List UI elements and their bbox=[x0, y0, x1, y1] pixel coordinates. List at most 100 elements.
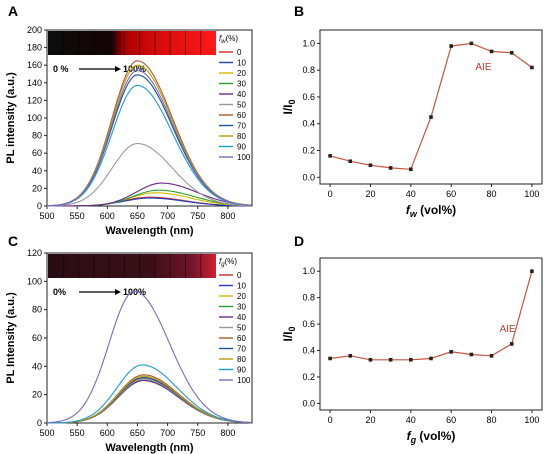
ratio-point bbox=[489, 354, 494, 358]
legend-label: 100 bbox=[237, 153, 251, 162]
panel-d: D 0 20 40 60 80 100 0.0 0.2 0.4 0.6 0.8 1.0 AIE fg (vo… bbox=[281, 233, 543, 445]
panel-letter: A bbox=[8, 3, 18, 19]
x-tick-label: 700 bbox=[160, 428, 175, 438]
y-tick-label: 20 bbox=[32, 390, 42, 400]
x-axis-label-unit: (vol%) bbox=[416, 429, 455, 443]
x-tick-label: 800 bbox=[220, 428, 235, 438]
y-axis-label: PL Intensity (a.u.) bbox=[5, 292, 17, 384]
legend-label: 0 bbox=[237, 271, 242, 280]
y-tick-label: 0 bbox=[37, 201, 42, 211]
legend-label: 10 bbox=[237, 282, 246, 291]
legend-title-var: f bbox=[219, 257, 222, 266]
y-tick-label: 120 bbox=[27, 248, 42, 258]
y-tick-label: 180 bbox=[27, 43, 42, 53]
x-tick-label: 20 bbox=[365, 415, 375, 425]
y-tick-label: 0.0 bbox=[302, 172, 315, 182]
spectrum-line-90 bbox=[46, 84, 252, 207]
legend-label: 90 bbox=[237, 143, 246, 152]
y-tick-label: 60 bbox=[32, 148, 42, 158]
x-tick-label: 600 bbox=[100, 211, 115, 221]
spectrum-line-100 bbox=[46, 69, 252, 207]
y-tick-label: 40 bbox=[32, 166, 42, 176]
legend-title-sub: w bbox=[221, 39, 226, 45]
x-tick-label: 550 bbox=[70, 211, 85, 221]
legend-label: 40 bbox=[237, 90, 246, 99]
panel-letter: C bbox=[8, 233, 18, 249]
y-tick-label: 140 bbox=[27, 78, 42, 88]
x-tick-label: 800 bbox=[220, 211, 235, 221]
spectrum-line-80 bbox=[47, 375, 252, 424]
x-tick-label: 100 bbox=[524, 415, 539, 425]
aie-annotation: AIE bbox=[500, 324, 516, 335]
x-tick-label: 750 bbox=[190, 428, 205, 438]
x-tick-label: 60 bbox=[446, 415, 456, 425]
y-axis-label-var: I/I bbox=[281, 332, 295, 342]
y-axis-label-var: I/I bbox=[281, 105, 295, 115]
ratio-point bbox=[449, 350, 453, 354]
x-tick-label: 0 bbox=[328, 415, 333, 425]
legend-title-unit: (%) bbox=[226, 34, 239, 43]
ratio-line bbox=[329, 42, 533, 170]
panel-letter: B bbox=[294, 3, 304, 19]
ratio-point bbox=[449, 44, 453, 48]
inset-arrow-head bbox=[115, 66, 121, 72]
y-axis-label: I/I0 bbox=[281, 99, 297, 114]
y-tick-label: 60 bbox=[32, 333, 42, 343]
y-tick-label: 1.0 bbox=[302, 38, 315, 48]
spectrum-line-90 bbox=[46, 364, 252, 424]
legend-label: 30 bbox=[237, 303, 246, 312]
aie-annotation: AIE bbox=[475, 62, 491, 73]
y-tick-label: 80 bbox=[32, 305, 42, 315]
y-tick-label: 100 bbox=[27, 113, 42, 123]
ratio-point bbox=[388, 166, 393, 170]
x-tick-label: 40 bbox=[406, 189, 416, 199]
legend-label: 20 bbox=[237, 292, 246, 301]
legend-label: 60 bbox=[237, 334, 246, 343]
legend-title: fg(%) bbox=[219, 257, 237, 268]
ratio-point bbox=[388, 357, 393, 362]
y-tick-label: 0 bbox=[37, 418, 42, 428]
x-tick-label: 20 bbox=[365, 189, 375, 199]
y-tick-label: 100 bbox=[27, 276, 42, 286]
y-tick-label: 0.2 bbox=[302, 372, 315, 382]
ratio-point bbox=[530, 269, 534, 274]
y-axis-label-sub: 0 bbox=[287, 99, 297, 104]
legend-title: fw(%) bbox=[219, 34, 238, 45]
legend-title-var: f bbox=[219, 34, 222, 43]
y-tick-label: 120 bbox=[27, 95, 42, 105]
ratio-point bbox=[509, 342, 514, 346]
x-tick-label: 80 bbox=[487, 415, 497, 425]
y-tick-label: 1.0 bbox=[302, 266, 315, 276]
x-axis-label: Wavelength (nm) bbox=[105, 442, 194, 454]
y-tick-label: 80 bbox=[32, 131, 42, 141]
x-axis-label-unit: (vol%) bbox=[417, 203, 456, 217]
x-axis-label-sub: w bbox=[410, 209, 418, 219]
y-tick-label: 0.8 bbox=[302, 65, 315, 75]
x-tick-label: 80 bbox=[487, 189, 497, 199]
spectrum-line-100 bbox=[46, 290, 252, 424]
x-axis-label: fw (vol%) bbox=[406, 203, 456, 219]
ratio-point bbox=[409, 167, 413, 172]
x-tick-label: 0 bbox=[328, 189, 333, 199]
spectrum-line-60 bbox=[47, 374, 252, 424]
ratio-point bbox=[409, 357, 413, 362]
legend-title-sub: g bbox=[221, 262, 225, 268]
y-tick-label: 0.4 bbox=[302, 346, 315, 356]
inset-arrow-head bbox=[115, 289, 121, 295]
x-tick-label: 600 bbox=[100, 428, 115, 438]
x-axis-label: fg (vol%) bbox=[407, 429, 456, 445]
y-tick-label: 0.8 bbox=[302, 293, 315, 303]
ratio-point bbox=[368, 357, 373, 362]
ratio-point bbox=[530, 65, 534, 70]
ratio-point bbox=[509, 50, 514, 55]
legend-label: 40 bbox=[237, 313, 246, 322]
y-tick-label: 160 bbox=[27, 60, 42, 70]
x-tick-label: 100 bbox=[524, 189, 539, 199]
x-axis-label-var: f bbox=[407, 429, 412, 443]
x-tick-label: 650 bbox=[130, 211, 145, 221]
legend-label: 70 bbox=[237, 345, 246, 354]
legend-label: 10 bbox=[237, 59, 246, 68]
legend-label: 100 bbox=[237, 376, 251, 385]
legend-label: 0 bbox=[237, 48, 242, 57]
